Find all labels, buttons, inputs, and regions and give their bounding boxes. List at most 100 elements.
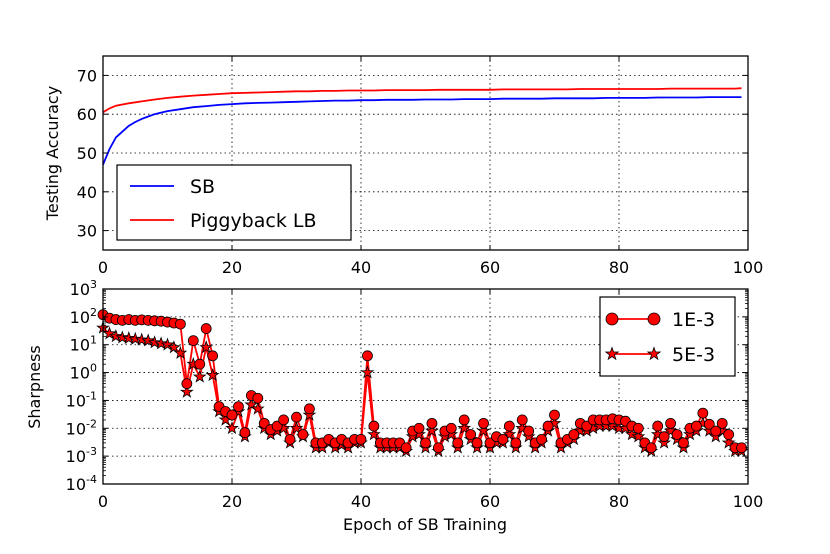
sharpness-y-axis-label: Sharpness (25, 345, 44, 429)
data-point-5e-3 (367, 427, 381, 441)
sharpness-x-tick-label: 80 (609, 492, 629, 511)
accuracy-y-axis-label: Testing Accuracy (43, 86, 62, 221)
data-point-5e-3 (154, 336, 168, 350)
accuracy-y-tick-label: 70 (77, 66, 97, 85)
data-point-5e-3 (425, 423, 439, 437)
data-point-1e-3 (703, 418, 715, 430)
legend-label-piggyback-lb: Piggyback LB (190, 210, 317, 232)
data-point-1e-3 (478, 417, 489, 429)
data-point-5e-3 (199, 340, 214, 354)
data-point-1e-3 (226, 409, 238, 421)
data-point-5e-3 (250, 401, 265, 415)
sharpness-y-tick-label: 10-4 (66, 473, 97, 494)
legend-swatch-1e-3 (605, 312, 661, 326)
data-point-1e-3 (471, 437, 483, 449)
data-point-1e-3 (413, 422, 425, 434)
sharpness-x-tick-label: 60 (480, 492, 500, 511)
data-point-1e-3 (400, 442, 412, 454)
data-point-1e-3 (452, 437, 464, 449)
data-point-5e-3 (476, 423, 491, 437)
data-point-1e-3 (536, 433, 547, 445)
sharpness-series (96, 309, 749, 458)
accuracy-y-tick-label: 30 (77, 222, 97, 241)
accuracy-ticks: 0 20 40 60 80 100 30 40 50 60 70 (77, 56, 764, 277)
accuracy-series (102, 87, 742, 165)
sharpness-x-tick-label: 0 (98, 492, 108, 511)
accuracy-y-tick-label: 50 (77, 144, 97, 163)
sharpness-y-tick-label: 10-1 (66, 389, 97, 410)
data-point-5e-3 (128, 331, 143, 345)
legend-label-5e-3: 5E-3 (672, 344, 715, 366)
sharpness-legend-box (599, 296, 736, 377)
data-point-1e-3 (174, 318, 186, 330)
data-point-1e-3 (303, 403, 315, 415)
legend-swatch-5e-3 (604, 346, 662, 361)
accuracy-x-tick-label: 40 (351, 258, 371, 277)
data-point-1e-3 (297, 429, 309, 440)
data-point-5e-3 (141, 333, 156, 347)
data-point-5e-3 (457, 421, 472, 435)
data-point-1e-3 (671, 429, 683, 440)
accuracy-legend: SB Piggyback LB (116, 164, 352, 241)
data-point-5e-3 (160, 337, 175, 351)
data-point-5e-3 (134, 332, 149, 346)
data-point-1e-3 (497, 433, 509, 445)
data-point-1e-3 (426, 417, 438, 429)
accuracy-x-tick-label: 100 (733, 258, 764, 277)
data-point-5e-3 (109, 329, 123, 343)
sharpness-y-tick-base: 10 (66, 419, 86, 438)
data-point-5e-3 (192, 369, 207, 383)
accuracy-x-tick-label: 80 (609, 258, 629, 277)
data-point-1e-3 (194, 358, 206, 370)
sharpness-y-tick-exponent: 0 (90, 362, 97, 375)
data-point-1e-3 (568, 429, 580, 440)
data-point-1e-3 (710, 425, 722, 437)
data-point-1e-3 (523, 425, 535, 437)
legend-label-1e-3: 1E-3 (672, 309, 715, 331)
sharpness-y-tick-label: 10-2 (66, 417, 97, 438)
sharpness-y-tick-label: 103 (70, 278, 97, 299)
data-point-1e-3 (723, 429, 735, 440)
data-point-5e-3 (657, 435, 672, 449)
data-point-5e-3 (121, 331, 136, 345)
sharpness-x-tick-label: 40 (351, 492, 371, 511)
data-point-1e-3 (465, 429, 477, 440)
sharpness-y-tick-base: 10 (66, 475, 86, 494)
data-point-1e-3 (678, 437, 689, 449)
legend-marker-1e-3 (605, 312, 619, 326)
accuracy-y-tick-label: 60 (77, 105, 97, 124)
data-point-1e-3 (542, 420, 554, 432)
accuracy-x-tick-label: 0 (98, 258, 108, 277)
data-point-1e-3 (200, 323, 212, 334)
data-point-1e-3 (549, 409, 560, 421)
sharpness-y-tick-base: 10 (66, 391, 86, 410)
data-point-5e-3 (663, 423, 678, 437)
data-point-5e-3 (179, 384, 194, 398)
data-point-1e-3 (362, 350, 373, 362)
data-point-1e-3 (291, 411, 302, 423)
data-point-5e-3 (631, 429, 646, 443)
legend-label-sb: SB (190, 176, 215, 198)
data-point-5e-3 (721, 435, 736, 449)
sharpness-y-tick-exponent: 2 (90, 306, 97, 319)
data-point-5e-3 (289, 421, 304, 435)
data-point-1e-3 (355, 433, 367, 445)
data-point-1e-3 (207, 350, 219, 362)
sharpness-y-tick-base: 10 (70, 308, 90, 327)
data-point-1e-3 (503, 420, 515, 432)
data-point-5e-3 (173, 345, 188, 359)
data-point-1e-3 (665, 417, 676, 429)
data-point-1e-3 (187, 335, 199, 347)
data-point-1e-3 (691, 420, 702, 432)
sharpness-y-tick-exponent: -2 (86, 417, 97, 430)
data-point-1e-3 (420, 437, 431, 449)
data-point-5e-3 (360, 365, 375, 379)
data-point-1e-3 (716, 417, 728, 429)
data-point-1e-3 (510, 437, 522, 449)
sharpness-y-tick-label: 102 (70, 306, 97, 327)
accuracy-x-tick-label: 20 (222, 258, 242, 277)
sharpness-y-tick-label: 101 (70, 334, 97, 355)
